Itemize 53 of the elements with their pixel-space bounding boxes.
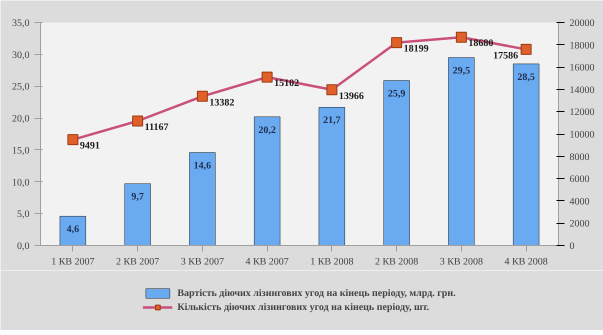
y2-tick-label: 8000 <box>570 152 590 163</box>
x-tick-label: 4 КВ 2008 <box>504 256 548 268</box>
y2-tick-label: 14000 <box>570 84 594 96</box>
data-label: 14,6 <box>194 160 212 172</box>
x-tick-label: 1 КВ 2008 <box>310 256 354 268</box>
data-label: 11167 <box>144 122 169 133</box>
bar <box>448 57 475 246</box>
x-tick-label: 1 КВ 2007 <box>51 256 95 268</box>
y-tick-label: 25,0 <box>12 82 30 93</box>
data-label: 4,6 <box>66 224 80 236</box>
data-label: 13382 <box>209 97 234 108</box>
y-tick-label: 5,0 <box>17 209 30 220</box>
x-tick-label: 3 КВ 2008 <box>440 256 484 268</box>
data-label: 25,9 <box>388 88 406 100</box>
y-tick-label: 35,0 <box>12 18 30 29</box>
data-label: 18680 <box>468 38 494 50</box>
data-label: 9,7 <box>131 192 144 203</box>
bar <box>318 106 346 246</box>
bar <box>189 152 216 246</box>
legend-label: Кількість діючих лізингових угод на кінець періоду, шт. <box>177 302 430 312</box>
data-label: 13966 <box>338 90 364 102</box>
data-label: 15102 <box>274 78 300 90</box>
data-label: 29,5 <box>452 66 470 77</box>
x-tick-label: 2 КВ 2008 <box>374 256 418 268</box>
data-label: 18199 <box>404 44 429 55</box>
y2-tick-label: 18000 <box>570 40 594 52</box>
y-tick-label: 10,0 <box>12 177 30 188</box>
bar <box>383 80 410 246</box>
bar <box>124 183 151 246</box>
data-label: 9491 <box>80 140 100 152</box>
x-tick-label: 3 КВ 2007 <box>180 256 224 268</box>
y2-tick-label: 20000 <box>570 18 594 29</box>
legend-label: Вартість діючих лізингових угод на кінець періоду, млрд. грн. <box>177 288 456 298</box>
x-tick-label: 2 КВ 2007 <box>116 256 160 268</box>
y-tick-label: 30,0 <box>12 50 30 61</box>
y-tick-label: 20,0 <box>12 114 30 125</box>
y-tick-label: 15,0 <box>12 145 30 156</box>
data-label: 20,2 <box>258 124 276 136</box>
y-tick-label: 0,0 <box>17 241 30 252</box>
data-label: 28,5 <box>517 72 535 83</box>
data-label: 17586 <box>493 50 518 62</box>
y2-tick-label: 16000 <box>570 62 594 74</box>
bar <box>512 64 540 246</box>
x-tick-label: 4 КВ 2007 <box>245 256 289 268</box>
y2-tick-label: 2000 <box>570 218 590 230</box>
data-label: 21,7 <box>323 115 341 126</box>
y2-tick-label: 6000 <box>570 174 590 186</box>
bar <box>60 216 86 246</box>
y2-tick-label: 4000 <box>570 196 590 208</box>
y2-tick-label: 12000 <box>570 107 594 118</box>
y2-tick-label: 10000 <box>570 130 594 140</box>
bar <box>254 116 280 246</box>
y2-tick-label: 0 <box>570 241 574 252</box>
